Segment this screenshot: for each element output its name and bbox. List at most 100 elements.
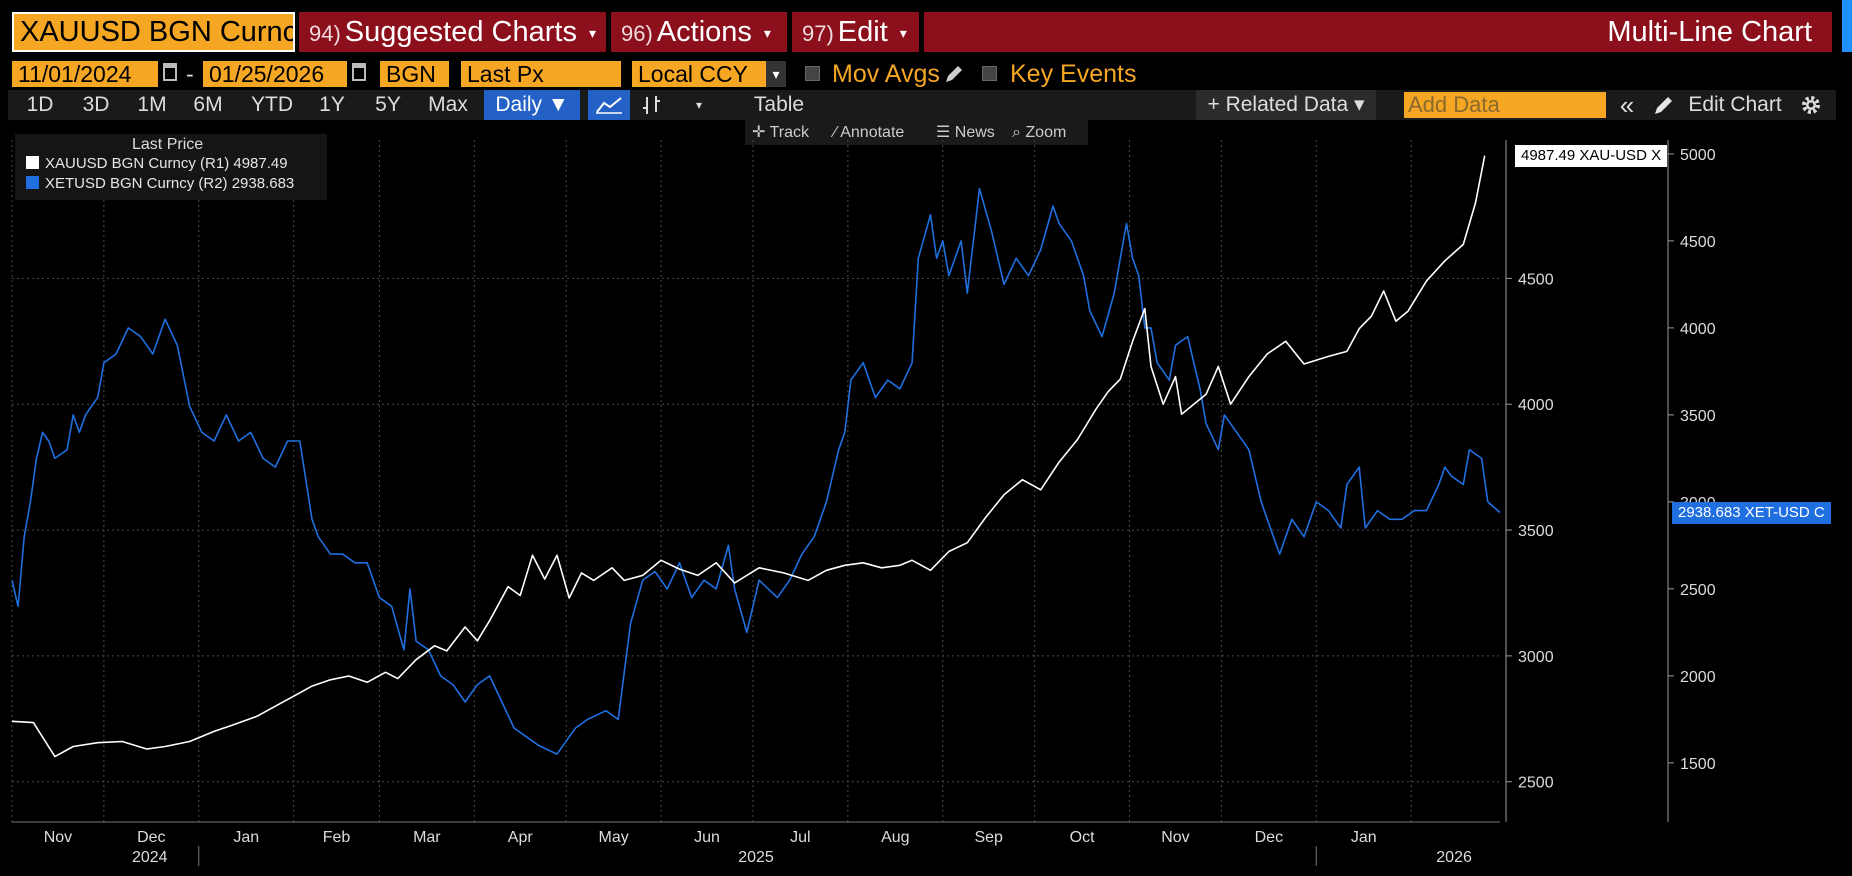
mov-avgs-checkbox[interactable] <box>805 66 820 81</box>
x-tick-label: Jan <box>1351 829 1377 846</box>
menu-label: Edit <box>837 16 888 48</box>
r2-axis: 15002000250030003500400045005000 <box>1667 140 1716 822</box>
chevron-down-icon: ▾ <box>588 25 596 42</box>
command-bar: XAUUSD BGN Curncy 94) Suggested Charts ▾ 9… <box>0 0 1852 52</box>
date-separator: - <box>186 61 194 87</box>
x-tick-label: Sep <box>974 829 1003 846</box>
r2-tick-label: 2000 <box>1680 669 1716 686</box>
r1-tick-label: 3000 <box>1518 649 1554 666</box>
r1-tick-label: 4500 <box>1518 271 1554 288</box>
x-tick-label: Dec <box>1255 829 1283 846</box>
x-tick-label: May <box>599 829 629 846</box>
legend-title: Last Price <box>132 136 204 153</box>
series-line-xetusd <box>11 187 1501 755</box>
legend-label: XETUSD BGN Curncy (R2) 2938.683 <box>45 175 295 192</box>
r2-tick-label: 1500 <box>1680 756 1716 773</box>
line-chart-icon[interactable] <box>588 90 630 120</box>
menu-label: Actions <box>656 16 752 48</box>
track-button[interactable]: ✛ Track <box>752 124 809 141</box>
r1-axis: 2500 3000 3500 4000 4500 <box>1505 140 1554 822</box>
legend-swatch <box>26 176 39 189</box>
end-date-field[interactable]: 01/25/2026 <box>203 61 347 87</box>
x-tick-label: Apr <box>508 829 534 846</box>
price-field[interactable]: Last Px <box>461 61 621 87</box>
chevron-down-icon[interactable]: ▾ <box>695 98 703 112</box>
r2-tick-label: 2500 <box>1680 582 1716 599</box>
x-tick-label: Dec <box>137 829 165 846</box>
related-data-button[interactable]: + Related Data ▾ <box>1196 90 1376 120</box>
range-6m[interactable]: 6M <box>193 93 223 116</box>
range-3d[interactable]: 3D <box>82 93 110 116</box>
legend-label: XAUUSD BGN Curncy (R1) 4987.49 <box>45 155 288 172</box>
pencil-icon[interactable] <box>1652 93 1676 117</box>
chevron-down-icon: ▾ <box>763 25 771 42</box>
range-1d[interactable]: 1D <box>26 93 54 116</box>
window-edge <box>1842 0 1852 52</box>
menu-label: Suggested Charts <box>344 16 577 48</box>
track-label: Track <box>769 124 809 141</box>
x-tick-label: Nov <box>44 829 72 846</box>
range-5y[interactable]: 5Y <box>375 93 401 116</box>
menu-number: 97) <box>802 21 834 46</box>
key-events-checkbox[interactable] <box>982 66 997 81</box>
gear-icon[interactable] <box>1799 93 1823 117</box>
suggested-charts-menu[interactable]: 94) Suggested Charts ▾ <box>299 12 606 52</box>
x-year-label: 2025 <box>738 849 774 866</box>
pencil-icon[interactable] <box>942 62 964 86</box>
key-events-label[interactable]: Key Events <box>1010 60 1137 88</box>
start-date-field[interactable]: 11/01/2024 <box>12 61 158 87</box>
r2-tick-label: 5000 <box>1680 147 1716 164</box>
chart-grid <box>11 140 1500 822</box>
x-tick-label: Mar <box>413 829 441 846</box>
x-year-label: 2026 <box>1436 849 1472 866</box>
range-ytd[interactable]: YTD <box>251 93 293 116</box>
security-input[interactable]: XAUUSD BGN Curncy <box>12 12 295 52</box>
edit-menu[interactable]: 97) Edit ▾ <box>792 12 919 52</box>
currency-select[interactable]: Local CCY <box>632 61 785 87</box>
x-tick-label: Aug <box>881 829 909 846</box>
r2-tick-label: 4500 <box>1680 234 1716 251</box>
r1-tick-label: 2500 <box>1518 775 1554 792</box>
legend-item[interactable]: XAUUSD BGN Curncy (R1) 4987.49 <box>26 155 288 172</box>
news-label: News <box>954 124 995 141</box>
legend-item[interactable]: XETUSD BGN Curncy (R2) 2938.683 <box>26 175 294 192</box>
x-tick-label: Nov <box>1161 829 1189 846</box>
r2-tick-label: 3500 <box>1680 408 1716 425</box>
annotate-button[interactable]: ⁄ Annotate <box>834 124 905 141</box>
x-year-label: 2024 <box>132 849 168 866</box>
range-1m[interactable]: 1M <box>137 93 167 116</box>
zoom-button[interactable]: ⌕ Zoom <box>1012 124 1067 141</box>
range-1y[interactable]: 1Y <box>319 93 345 116</box>
chart-type-title: Multi-Line Chart <box>924 12 1832 52</box>
news-button[interactable]: ☰ News <box>936 124 995 141</box>
last-value-tag-xetusd: 2938.683 XET-USD C <box>1672 501 1831 524</box>
x-tick-label: Jul <box>790 829 810 846</box>
add-data-input[interactable]: Add Data <box>1404 92 1606 118</box>
calendar-icon[interactable] <box>352 63 366 81</box>
edit-chart-button[interactable]: Edit Chart <box>1688 93 1782 116</box>
legend <box>15 134 327 200</box>
r1-tick-label: 3500 <box>1518 523 1554 540</box>
x-tick-label: Jun <box>694 829 720 846</box>
x-tick-label: Feb <box>323 829 351 846</box>
calendar-icon[interactable] <box>163 63 177 81</box>
chevron-down-icon: ▾ <box>899 25 907 42</box>
x-tick-label: Jan <box>233 829 259 846</box>
x-tick-label: Oct <box>1070 829 1095 846</box>
bar-chart-icon[interactable] <box>634 90 670 120</box>
range-max[interactable]: Max <box>428 93 468 116</box>
collapse-button[interactable]: « <box>1619 90 1635 120</box>
chart-subtoolbar <box>745 120 1088 145</box>
legend-swatch <box>26 156 39 169</box>
source-field[interactable]: BGN <box>380 61 449 87</box>
mov-avgs-label[interactable]: Mov Avgs <box>832 60 940 88</box>
annotate-label: Annotate <box>840 124 905 141</box>
r2-tick-label: 4000 <box>1680 321 1716 338</box>
zoom-label: Zoom <box>1025 124 1067 141</box>
menu-number: 96) <box>621 21 653 46</box>
frequency-select[interactable]: Daily ▼ <box>484 90 580 120</box>
actions-menu[interactable]: 96) Actions ▾ <box>611 12 787 52</box>
chevron-down-icon[interactable]: ▾ <box>766 61 786 87</box>
table-button[interactable]: Table <box>753 93 805 116</box>
last-value-tag-xauusd: 4987.49 XAU-USD X <box>1515 144 1668 167</box>
